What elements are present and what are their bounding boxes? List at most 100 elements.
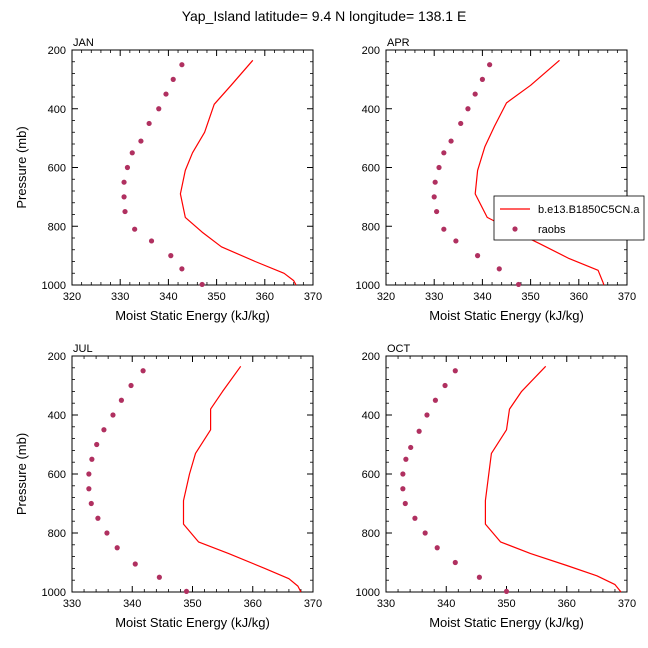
x-tick-label: 370 [618, 291, 636, 303]
raobs-point [503, 588, 510, 595]
plot-frame [385, 355, 628, 593]
raobs-point [422, 530, 428, 536]
x-tick-label: 350 [207, 291, 225, 303]
raobs-point [104, 530, 110, 536]
y-tick-label: 200 [362, 45, 380, 57]
raobs-point [183, 588, 190, 595]
panel-jul: JUL 330 340 350 360 370 200 400 600 800 1000 Moist … [14, 343, 322, 630]
raobs-point [441, 150, 447, 156]
raobs-point [474, 253, 481, 259]
raobs-point [408, 444, 414, 451]
raobs-point [121, 194, 127, 200]
y-tick-label: 800 [362, 221, 380, 233]
raobs-point [132, 226, 138, 232]
plot-frame [71, 355, 314, 593]
y-tick-label: 600 [48, 469, 66, 481]
raobs-point [156, 574, 162, 580]
y-tick-label: 200 [48, 45, 66, 57]
legend-label-raobs: raobs [538, 224, 566, 236]
raobs-point [496, 266, 502, 272]
y-tick-label: 1000 [356, 587, 380, 599]
raobs-point [146, 120, 152, 127]
y-tick-label: 800 [48, 528, 66, 540]
legend: b.e13.B1850C5CN.a raobs [493, 195, 645, 241]
raobs-point [441, 226, 447, 232]
panels-group: JAN 320 330 340 350 360 370 200 400 600 800 1000 Moi… [14, 37, 645, 630]
raobs-point [403, 456, 409, 462]
raobs-point [122, 208, 128, 215]
y-tick-label: 200 [362, 351, 380, 363]
y-tick-label: 400 [362, 104, 380, 116]
x-tick-label: 360 [256, 291, 274, 303]
raobs-point [424, 412, 430, 418]
x-tick-label: 350 [497, 598, 515, 610]
raobs-point [95, 515, 101, 521]
raobs-point [168, 253, 174, 259]
raobs-point [110, 412, 116, 418]
raobs-point [431, 194, 437, 200]
raobs-point [400, 471, 406, 477]
x-tick-label: 330 [377, 598, 395, 610]
raobs-point [465, 106, 471, 112]
raobs-point [476, 574, 482, 580]
raobs-point [179, 62, 185, 68]
raobs-point [487, 62, 493, 68]
raobs-point [416, 428, 422, 434]
panel-jan: JAN 320 330 340 350 360 370 200 400 600 800 1000 Moi… [14, 37, 322, 323]
series-line-model [179, 59, 297, 286]
panel-title: JUL [73, 343, 93, 355]
x-axis-label: Moist Static Energy (kJ/kg) [115, 308, 270, 323]
x-tick-label: 350 [521, 291, 539, 303]
raobs-point [458, 120, 464, 127]
raobs-point [402, 500, 408, 507]
y-tick-label: 1000 [42, 587, 66, 599]
panel-title: JAN [73, 37, 94, 49]
plot-frame [385, 49, 628, 286]
raobs-point [436, 164, 442, 171]
x-tick-label: 360 [570, 291, 588, 303]
y-tick-label: 800 [48, 221, 66, 233]
raobs-point [412, 515, 418, 521]
raobs-point [515, 281, 522, 288]
raobs-point [434, 545, 440, 551]
legend-box [493, 195, 645, 241]
legend-marker-swatch [512, 226, 518, 232]
figure-title: Yap_Island latitude= 9.4 N longitude= 13… [182, 8, 467, 24]
raobs-point [448, 138, 454, 144]
x-tick-label: 370 [304, 598, 322, 610]
raobs-point [199, 281, 205, 288]
raobs-point [163, 91, 169, 97]
series-line-model [484, 365, 622, 593]
y-tick-label: 600 [362, 469, 380, 481]
x-tick-label: 330 [425, 291, 443, 303]
raobs-point [170, 76, 176, 82]
x-tick-label: 370 [618, 598, 636, 610]
panel-oct: OCT 330 340 350 360 370 200 400 600 800 1000 Moist … [356, 343, 637, 630]
y-tick-label: 1000 [42, 280, 66, 292]
panel-title: OCT [387, 343, 411, 355]
raobs-point [156, 106, 162, 112]
y-tick-label: 400 [48, 410, 66, 422]
x-axis-label: Moist Static Energy (kJ/kg) [429, 615, 584, 630]
x-tick-label: 320 [63, 291, 81, 303]
legend-label-model: b.e13.B1850C5CN.a [538, 204, 640, 216]
y-tick-label: 600 [362, 163, 380, 175]
raobs-point [148, 238, 155, 244]
x-tick-label: 340 [159, 291, 177, 303]
raobs-point [434, 208, 440, 215]
raobs-point [472, 91, 478, 97]
plot-frame [71, 49, 314, 286]
y-tick-label: 1000 [356, 280, 380, 292]
x-axis-label: Moist Static Energy (kJ/kg) [115, 615, 270, 630]
raobs-point [94, 441, 100, 448]
x-tick-label: 330 [63, 598, 81, 610]
raobs-point [432, 179, 438, 185]
raobs-point [101, 427, 107, 433]
y-axis-label: Pressure (mb) [14, 433, 29, 515]
raobs-point [114, 545, 120, 551]
x-tick-label: 360 [244, 598, 262, 610]
raobs-point [121, 179, 127, 185]
raobs-point [88, 500, 94, 507]
raobs-point [86, 471, 92, 477]
